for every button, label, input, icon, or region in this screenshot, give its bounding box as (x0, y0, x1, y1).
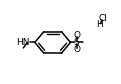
Text: O: O (73, 45, 80, 54)
Text: S: S (74, 38, 79, 47)
Text: Cl: Cl (98, 14, 107, 23)
Text: O: O (73, 31, 80, 40)
Text: HN: HN (16, 38, 30, 47)
Text: H: H (97, 20, 103, 29)
